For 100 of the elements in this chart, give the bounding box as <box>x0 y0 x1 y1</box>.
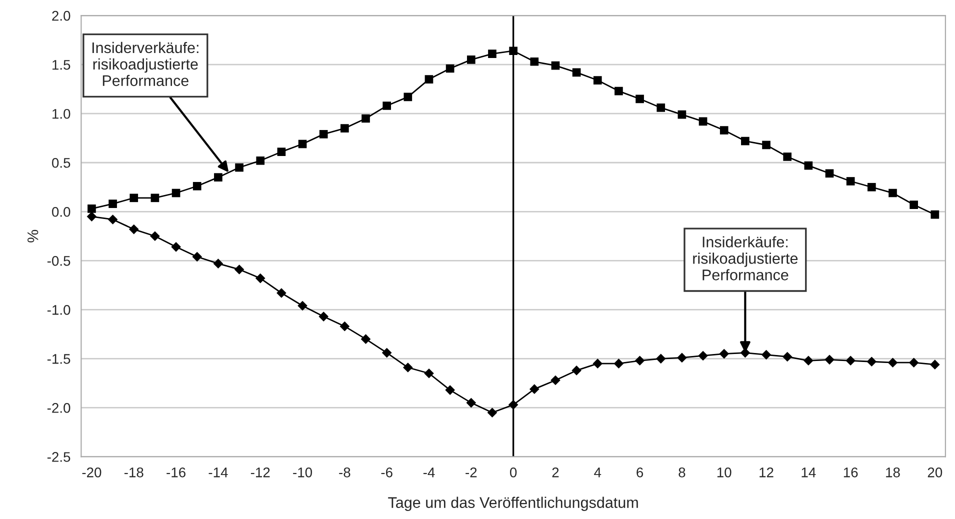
x-tick-label: -12 <box>250 468 270 478</box>
point <box>108 214 118 224</box>
point <box>445 385 455 395</box>
x-tick-label: -18 <box>124 468 144 478</box>
x-tick-label: 6 <box>636 468 644 478</box>
point <box>130 194 138 202</box>
point <box>783 152 792 161</box>
point <box>930 360 940 370</box>
point <box>508 400 518 410</box>
point <box>446 64 454 73</box>
x-tick-label: 14 <box>802 468 816 478</box>
point <box>509 46 518 56</box>
point <box>824 354 834 365</box>
point <box>340 321 350 332</box>
point <box>86 212 97 222</box>
point <box>846 356 856 366</box>
point <box>403 362 413 372</box>
point <box>572 68 581 77</box>
y-tick-label: -2.5 <box>47 452 70 462</box>
point <box>234 264 244 274</box>
point <box>171 242 181 252</box>
annotation: Insiderverkäufe: risikoadjustierte Performance <box>92 42 198 86</box>
point <box>592 358 603 368</box>
x-tick-label: 12 <box>760 468 774 478</box>
point <box>930 210 940 219</box>
point <box>88 204 96 213</box>
point <box>382 102 391 110</box>
point <box>698 117 708 126</box>
point <box>888 188 897 198</box>
point <box>213 258 224 269</box>
point <box>741 136 750 146</box>
point <box>720 126 728 134</box>
x-tick-label: -4 <box>423 468 435 478</box>
point <box>550 375 560 386</box>
point <box>846 177 855 186</box>
point <box>256 156 265 165</box>
x-tick-label: -8 <box>339 468 350 478</box>
point <box>762 140 770 150</box>
x-tick-label: -20 <box>82 468 102 478</box>
point <box>404 92 412 102</box>
point <box>761 350 772 360</box>
point <box>192 252 202 262</box>
point <box>888 358 898 368</box>
point <box>382 348 392 358</box>
point <box>656 354 666 364</box>
point <box>656 104 666 112</box>
point <box>593 76 602 84</box>
x-tick-label: -10 <box>293 468 312 478</box>
point <box>614 86 623 96</box>
y-tick-label: 1.5 <box>52 60 70 70</box>
y-tick-label: -1.5 <box>47 354 70 364</box>
point <box>698 350 708 361</box>
y-tick-label: -0.5 <box>47 256 70 266</box>
point <box>172 188 180 198</box>
point <box>276 288 286 298</box>
y-tick-label: -2.0 <box>47 403 70 413</box>
point <box>128 224 139 234</box>
x-tick-label: 8 <box>678 468 686 478</box>
point <box>318 312 329 322</box>
point <box>908 358 919 368</box>
y-tick-label: -1.0 <box>47 305 70 315</box>
point <box>277 148 286 156</box>
x-tick-label: 10 <box>717 468 732 478</box>
point <box>551 61 560 70</box>
point <box>614 358 624 368</box>
point <box>529 384 540 394</box>
point <box>825 169 834 178</box>
x-tick-label: -6 <box>381 468 392 478</box>
point <box>424 75 434 84</box>
y-axis-title: % <box>28 230 38 242</box>
point <box>488 50 496 58</box>
x-tick-label: -14 <box>208 468 228 478</box>
point <box>804 161 813 170</box>
x-tick-label: 18 <box>886 468 900 478</box>
annotation: Insiderkäufe: risikoadjustierte Performance <box>693 236 798 280</box>
x-tick-label: -16 <box>166 468 186 478</box>
point <box>192 182 202 190</box>
point <box>466 56 476 64</box>
point <box>866 356 877 367</box>
point <box>804 356 814 366</box>
x-tick-label: 0 <box>510 468 517 478</box>
point <box>360 334 371 344</box>
point <box>108 200 117 208</box>
x-tick-label: 16 <box>844 468 858 478</box>
point <box>572 366 582 376</box>
point <box>150 231 160 242</box>
point <box>636 94 644 104</box>
y-tick-label: 1.0 <box>52 108 70 119</box>
point <box>340 124 349 132</box>
point <box>719 348 730 359</box>
x-axis-title: Tage um das Veröffentlichungsdatum <box>388 496 638 511</box>
point <box>298 140 307 148</box>
y-tick-label: 0.0 <box>52 206 70 217</box>
point <box>677 352 687 363</box>
point <box>319 130 328 138</box>
point <box>487 408 498 418</box>
x-tick-label: 20 <box>928 468 942 478</box>
y-tick-label: 2.0 <box>52 10 70 21</box>
point <box>634 356 645 366</box>
point <box>466 398 476 408</box>
